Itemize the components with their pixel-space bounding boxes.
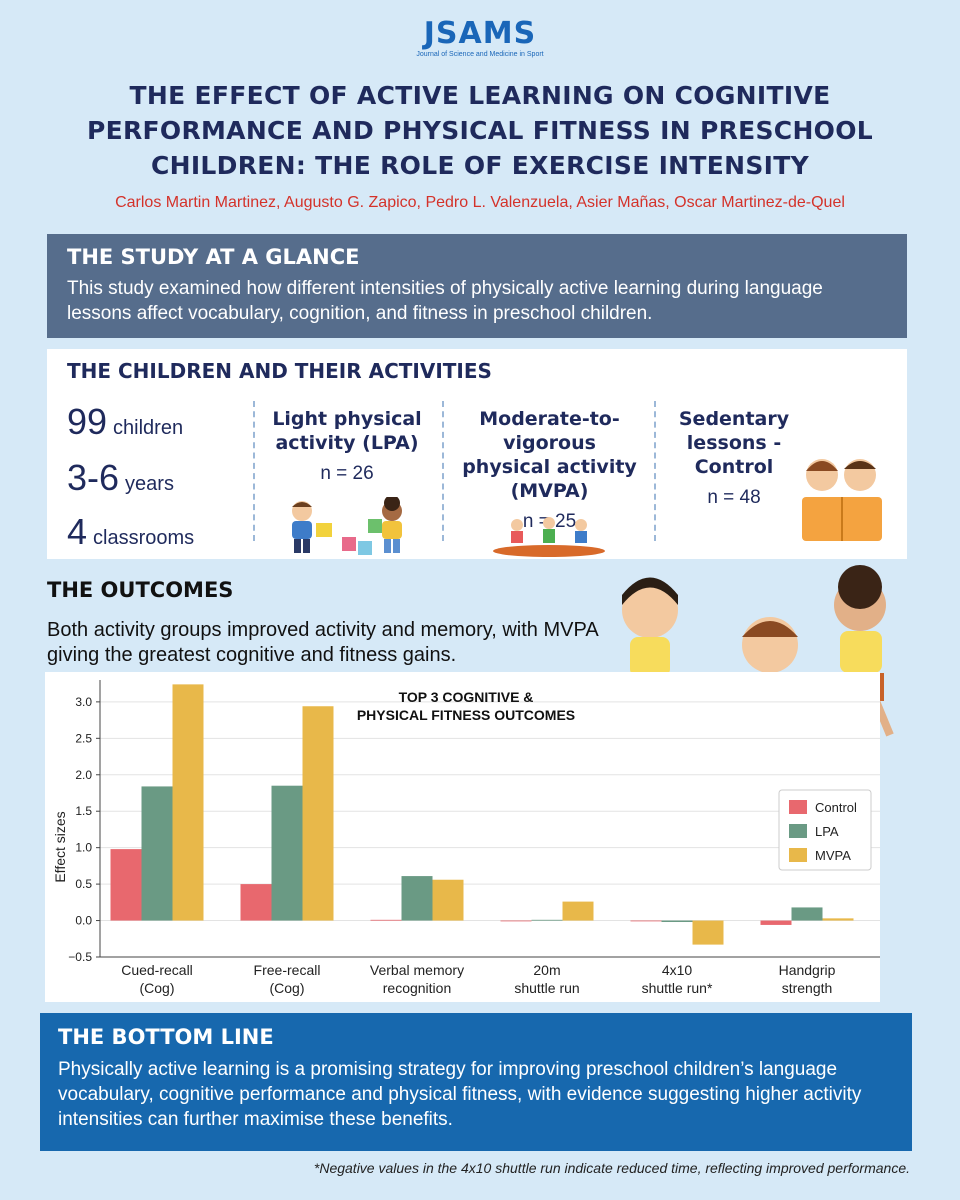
x-tick-label: (Cog): [269, 980, 304, 996]
y-tick-label: −0.5: [68, 950, 92, 964]
bar-mvpa: [692, 920, 724, 945]
children-reading-illustration: [802, 459, 882, 541]
bar-mvpa: [432, 879, 464, 921]
chart-title: TOP 3 COGNITIVE & PHYSICAL FITNESS OUTCOM…: [357, 689, 575, 723]
bar-mvpa: [822, 918, 854, 921]
children-heading: THE CHILDREN AND THEIR ACTIVITIES: [67, 359, 492, 383]
stat-number: 99: [67, 401, 108, 442]
stat-label: years: [125, 473, 174, 495]
glance-heading: THE STUDY AT A GLANCE: [67, 245, 360, 269]
x-tick-label: 20m: [533, 962, 560, 978]
x-tick-label: (Cog): [139, 980, 174, 996]
footnote: *Negative values in the 4x10 shuttle run…: [313, 1160, 910, 1176]
children-panel: THE CHILDREN AND THEIR ACTIVITIES 99 chil…: [47, 349, 907, 559]
x-axis: Cued-recall (Cog) Free-recall (Cog) Verbal m…: [100, 956, 880, 996]
stat-children: 99 children: [67, 401, 183, 443]
study-glance-panel: THE STUDY AT A GLANCE This study examine…: [47, 234, 907, 338]
stat-label: children: [113, 417, 184, 439]
group-lpa: Light physical activity (LPA) n = 26: [267, 407, 427, 485]
y-tick-label: 0.0: [75, 914, 92, 928]
x-tick-label: recognition: [383, 980, 452, 996]
logo-wordmark: JSAMS: [423, 16, 537, 51]
x-tick-label: Handgrip: [779, 962, 836, 978]
bar-lpa: [141, 786, 173, 921]
bottom-line-heading: THE BOTTOM LINE: [58, 1025, 274, 1049]
bar-lpa: [401, 876, 433, 921]
y-axis-title: Effect sizes: [52, 811, 68, 882]
stat-age: 3-6 years: [67, 457, 174, 499]
y-tick-label: 1.5: [75, 804, 92, 818]
x-tick-label: Free-recall: [254, 962, 321, 978]
y-axis: 3.0 2.5 2.0 1.5 1.0 0.5 0.0 −0.5: [68, 680, 101, 964]
bar-control: [760, 920, 792, 925]
divider: [253, 401, 255, 541]
children-running-illustration: [493, 517, 605, 557]
legend-label: Control: [815, 800, 857, 815]
chart-bars: [110, 684, 854, 945]
x-tick-label: strength: [782, 980, 833, 996]
group-count: n = 26: [320, 463, 374, 484]
bar-lpa: [531, 919, 563, 921]
bar-control: [240, 884, 272, 921]
x-tick-label: Cued-recall: [121, 962, 193, 978]
bar-control: [630, 920, 662, 922]
x-tick-label: shuttle run*: [642, 980, 713, 996]
chart-title-line: TOP 3 COGNITIVE &: [399, 689, 534, 705]
legend-label: LPA: [815, 824, 839, 839]
effect-size-bar-chart: 3.0 2.5 2.0 1.5 1.0 0.5 0.0 −0.5 Cued-recall (Co…: [45, 672, 880, 1002]
y-tick-label: 2.0: [75, 768, 92, 782]
stat-classrooms: 4 classrooms: [67, 511, 194, 553]
bar-mvpa: [562, 901, 594, 921]
group-count: n = 48: [707, 487, 761, 508]
group-control: Sedentary lessons - Control n = 48: [669, 407, 799, 509]
y-tick-label: 2.5: [75, 731, 92, 745]
bottom-line-text: Physically active learning is a promisin…: [58, 1059, 862, 1130]
bar-mvpa: [302, 706, 334, 921]
y-tick-label: 1.0: [75, 841, 92, 855]
legend-swatch: [789, 800, 807, 814]
author-list: Carlos Martin Martinez, Augusto G. Zapic…: [115, 194, 845, 211]
x-tick-label: shuttle run: [514, 980, 579, 996]
x-tick-label: Verbal memory: [370, 962, 464, 978]
outcomes-text: Both activity groups improved activity a…: [47, 619, 598, 666]
legend-label: MVPA: [815, 848, 851, 863]
x-tick-label: 4x10: [662, 962, 693, 978]
stat-label: classrooms: [93, 527, 195, 549]
legend-swatch: [789, 824, 807, 838]
y-tick-label: 0.5: [75, 877, 92, 891]
stat-number: 4: [67, 511, 88, 552]
bar-lpa: [661, 920, 693, 923]
bar-mvpa: [172, 684, 204, 921]
bar-lpa: [791, 907, 823, 921]
group-name: Moderate-to-vigorous physical activity (…: [462, 408, 637, 502]
children-playing-blocks-illustration: [292, 497, 402, 555]
divider: [442, 401, 444, 541]
group-name: Light physical activity (LPA): [272, 408, 422, 454]
bar-lpa: [271, 785, 303, 921]
bar-control: [110, 849, 142, 921]
bar-control: [370, 919, 402, 921]
stat-number: 3-6: [67, 457, 120, 498]
bar-control: [500, 920, 532, 922]
group-mvpa: Moderate-to-vigorous physical activity (…: [457, 407, 642, 533]
page-title: THE EFFECT OF ACTIVE LEARNING ON COGNITI…: [86, 81, 874, 180]
glance-text: This study examined how different intens…: [67, 278, 823, 324]
bottom-line-panel: THE BOTTOM LINE Physically active learni…: [40, 1013, 912, 1151]
divider: [654, 401, 656, 541]
chart-title-line: PHYSICAL FITNESS OUTCOMES: [357, 707, 575, 723]
group-name: Sedentary lessons - Control: [678, 408, 790, 478]
outcomes-heading: THE OUTCOMES: [47, 578, 234, 602]
journal-logo: JSAMS Journal of Science and Medicine in…: [410, 18, 550, 59]
y-tick-label: 3.0: [75, 695, 92, 709]
chart-legend: Control LPA MVPA: [778, 789, 872, 871]
legend-swatch: [789, 848, 807, 862]
logo-subtitle: Journal of Science and Medicine in Sport: [416, 51, 544, 58]
